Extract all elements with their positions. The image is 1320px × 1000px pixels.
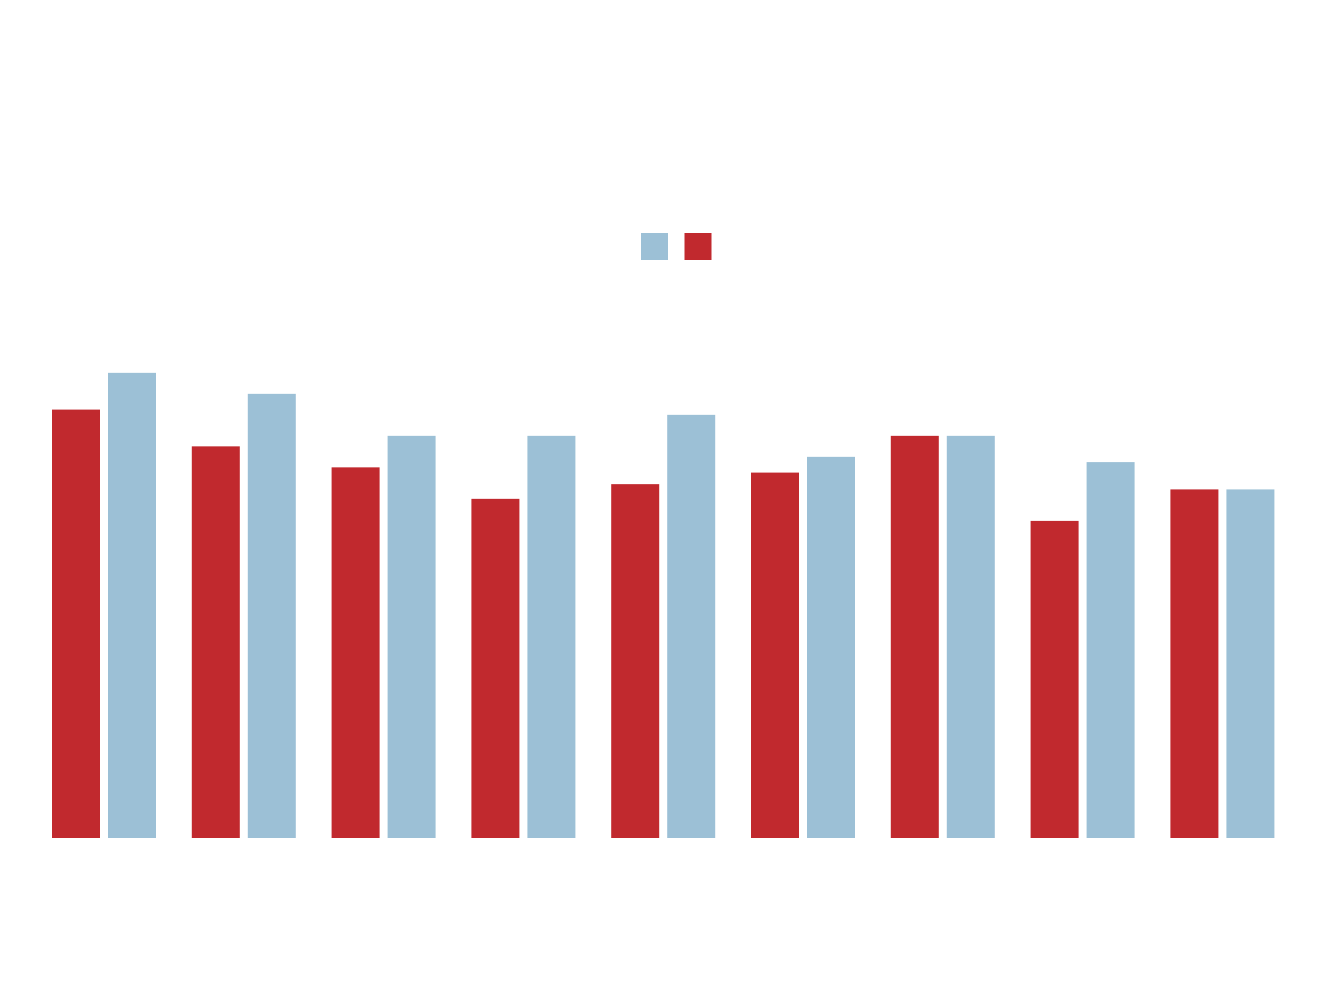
bar-series-1-item-3: [331, 467, 380, 838]
bar-series-1-item-4: [471, 498, 520, 838]
bar-series-2-item-6: [807, 456, 855, 838]
bar-series-1-item-9: [1170, 489, 1219, 838]
bar-series-2-item-3: [387, 435, 436, 838]
legend-swatch-series-1: [684, 233, 712, 260]
legend-swatch-series-2: [641, 233, 668, 260]
bar-series-2-item-7: [946, 435, 995, 838]
bar-series-1-item-2: [191, 446, 240, 838]
bar-series-2-item-8: [1086, 462, 1135, 838]
bars: [52, 372, 1275, 838]
bar-series-1-item-7: [890, 435, 939, 838]
bar-series-1-item-8: [1030, 520, 1079, 838]
bar-series-1-item-6: [751, 472, 799, 838]
bar-series-2-item-5: [667, 414, 716, 838]
bar-series-1-item-5: [611, 484, 660, 838]
bar-series-2-item-1: [108, 372, 156, 838]
bar-series-1-item-1: [52, 409, 100, 838]
bar-series-2-item-9: [1226, 489, 1275, 838]
legend: [641, 233, 712, 260]
bar-series-2-item-2: [247, 393, 296, 838]
bar-series-2-item-4: [527, 435, 576, 838]
